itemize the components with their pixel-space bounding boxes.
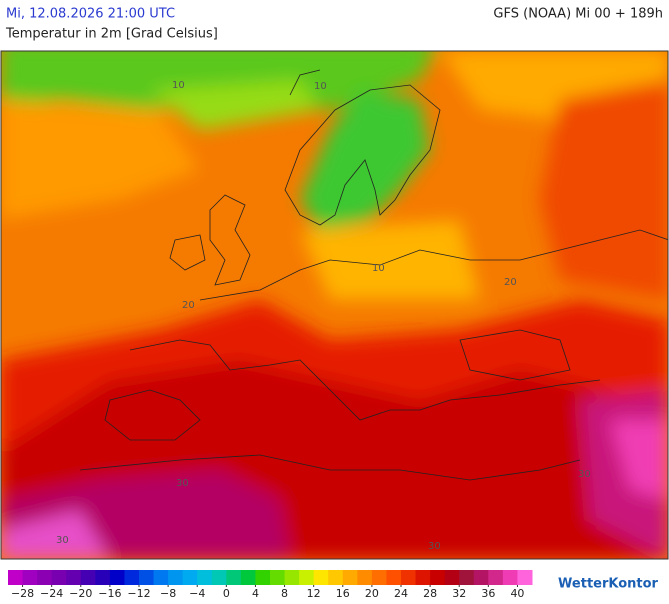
colorbar-segment [357,570,373,585]
colorbar-tick-label: −4 [189,587,205,600]
colorbar-segment [270,570,286,585]
colorbar-segment [153,570,169,585]
colorbar-tick-label: 12 [307,587,321,600]
colorbar-segment [255,570,271,585]
colorbar-segment [168,570,184,585]
colorbar-segment [473,570,489,585]
colorbar-segment [197,570,213,585]
contour-labels: 10 10 10 20 20 30 30 30 30 [56,80,591,552]
colorbar-tick-label: −24 [40,587,63,600]
contour-label: 30 [578,469,591,480]
colorbar-tick-label: 32 [452,587,466,600]
colorbar-segment [226,570,242,585]
colorbar-segment [80,570,96,585]
colorbar-segment [95,570,111,585]
colorbar-tick-label: 0 [223,587,230,600]
colorbar-segment [444,570,460,585]
date: Mi, 12.08.2026 21:00 UTC [6,7,175,22]
colorbar-segment [284,570,300,585]
colorbar-segment [109,570,125,585]
colorbar-segment [415,570,431,585]
colorbar-tick-label: 8 [281,587,288,600]
title: Temperatur in 2m [Grad Celsius] [5,27,218,42]
colorbar-segment [386,570,402,585]
contour-label: 10 [314,81,327,92]
colorbar-tick-label: 24 [394,587,408,600]
colorbar-segment [139,570,155,585]
map: 10 10 10 20 20 30 30 30 30 [1,51,668,559]
contour-label: 10 [372,263,385,274]
colorbar-segment [124,570,140,585]
contour-label: 30 [56,535,69,546]
colorbar-segment [211,570,227,585]
colorbar-tick-label: −20 [69,587,92,600]
colorbar-tick-label: 16 [336,587,350,600]
colorbar-segment [66,570,82,585]
colorbar-segment [51,570,67,585]
colorbar-segment [299,570,315,585]
temperature-field [1,51,668,559]
colorbar-segment [502,570,518,585]
colorbar-tick-label: −12 [127,587,150,600]
colorbar-tick-label: −16 [98,587,121,600]
contour-label: 20 [504,277,517,288]
colorbar-segment [328,570,344,585]
colorbar-segment [8,570,24,585]
colorbar-tick-label: 20 [365,587,379,600]
contour-label: 20 [182,300,195,311]
contour-label: 30 [428,541,441,552]
colorbar-segment [488,570,504,585]
model: GFS (NOAA) Mi 00 + 189h [493,7,663,22]
colorbar-tick-label: −28 [11,587,34,600]
colorbar-segment [240,570,256,585]
colorbar-segment [459,570,475,585]
colorbar-tick-label: 36 [481,587,495,600]
coastlines [79,69,668,481]
colorbar-segment [517,570,533,585]
colorbar: −28 −24 −20 −16 −12 −8 −4 0 4 8 12 16 20 24 28 32 36 40 [8,570,533,600]
colorbar-segment [430,570,446,585]
contour-label: 30 [176,478,189,489]
colorbar-segment [313,570,329,585]
colorbar-segment [342,570,358,585]
colorbar-segment [37,570,53,585]
colorbar-segment [22,570,38,585]
colorbar-tick-label: 28 [423,587,437,600]
contour-label: 10 [172,80,185,91]
colorbar-tick-label: −8 [160,587,176,600]
colorbar-segment [401,570,417,585]
colorbar-tick-label: 4 [252,587,259,600]
colorbar-segment [182,570,198,585]
map-frame [0,50,669,560]
brand: WetterKontor [558,577,659,592]
colorbar-segment [371,570,387,585]
colorbar-tick-label: 40 [510,587,524,600]
